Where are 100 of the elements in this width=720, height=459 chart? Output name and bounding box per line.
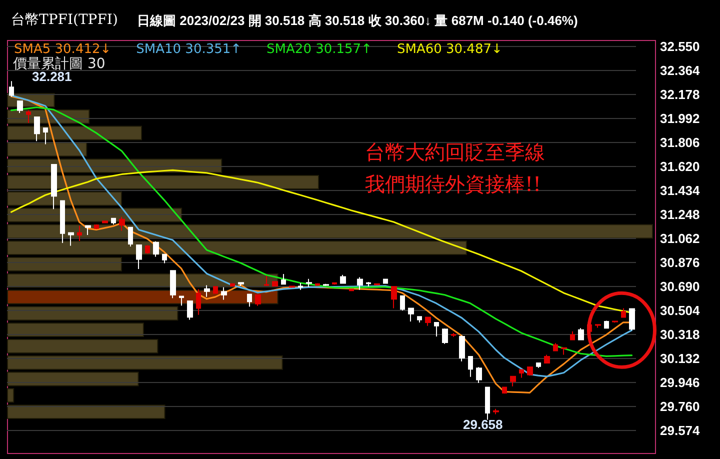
y-tick-label: 29.760 xyxy=(660,399,700,414)
candlestick xyxy=(196,288,201,316)
candlestick xyxy=(136,244,142,270)
candlestick xyxy=(476,366,482,384)
y-tick-label: 31.992 xyxy=(660,110,700,126)
candlestick xyxy=(102,220,108,224)
bar xyxy=(7,306,178,321)
candlestick xyxy=(374,283,380,286)
candlestick xyxy=(408,308,414,322)
bar xyxy=(7,224,653,239)
candlestick xyxy=(578,328,584,341)
candlestick xyxy=(119,216,125,232)
candlestick xyxy=(85,225,91,236)
candlestick xyxy=(255,294,261,306)
y-tick-label: 31.806 xyxy=(660,134,700,150)
y-tick-label: 31.062 xyxy=(660,231,700,246)
candlestick xyxy=(621,308,626,318)
y-tick-label: 31.434 xyxy=(660,182,701,198)
candlestick xyxy=(170,270,176,299)
chart-subtitle: 日線圖 2023/02/23 開 30.518 高 30.518 收 30.360↓ 量 687M -0.140 (-0.46%) xyxy=(137,13,578,28)
candlestick xyxy=(629,308,635,331)
candlestick xyxy=(502,386,507,394)
candlestick xyxy=(459,335,465,362)
bar xyxy=(7,256,122,272)
chart-title: 台幣TPFI(TPFI) xyxy=(11,12,118,28)
candlestick xyxy=(162,254,167,264)
candlestick xyxy=(383,278,388,284)
bar xyxy=(7,388,14,403)
candlestick xyxy=(77,225,82,242)
candlestick xyxy=(221,286,227,300)
candlestick xyxy=(425,316,431,326)
text: SMA10 30.351↑ xyxy=(136,42,242,57)
bar xyxy=(7,372,139,386)
candlestick xyxy=(26,110,31,124)
candlestick xyxy=(604,320,609,329)
y-tick-label: 31.620 xyxy=(660,158,700,174)
y-tick-label: 32.550 xyxy=(660,38,700,54)
candlestick xyxy=(128,226,133,247)
candlestick xyxy=(323,283,329,286)
candlestick xyxy=(527,366,533,376)
candlestick xyxy=(349,288,354,292)
candlestick xyxy=(68,232,74,246)
candlestick xyxy=(17,100,23,114)
y-tick-label: 30.876 xyxy=(660,255,700,270)
candlestick xyxy=(417,316,422,324)
bar xyxy=(7,322,144,338)
bar xyxy=(7,273,278,288)
candlestick xyxy=(357,276,363,290)
candlestick xyxy=(281,273,286,286)
candlestick xyxy=(94,224,99,230)
candlestick xyxy=(536,362,541,368)
candlestick xyxy=(366,281,371,288)
candlestick xyxy=(485,386,490,420)
bar xyxy=(7,174,320,190)
annotation: 32.281 xyxy=(32,69,72,84)
candlestick xyxy=(238,282,244,286)
annotation: 台幣大約回貶至季線 xyxy=(365,140,545,164)
candlestick xyxy=(451,332,456,338)
text: SMA20 30.157↑ xyxy=(266,42,372,57)
candlestick xyxy=(204,284,210,298)
candlestick xyxy=(332,282,337,286)
candlestick xyxy=(595,324,601,328)
bar xyxy=(7,240,467,256)
y-tick-label: 29.574 xyxy=(660,423,701,438)
candlestick xyxy=(111,218,116,226)
candlestick xyxy=(434,322,439,337)
candlestick xyxy=(264,275,269,286)
candlestick xyxy=(442,328,448,344)
candlestick xyxy=(247,293,252,308)
y-tick-label: 30.690 xyxy=(660,279,700,294)
candlestick xyxy=(391,286,397,309)
y-tick-label: 30.318 xyxy=(660,327,700,342)
bar xyxy=(7,338,158,354)
annotation: 29.658 xyxy=(463,417,503,432)
annotation: 我們期待外資接棒!! xyxy=(365,172,542,196)
candlestick xyxy=(230,282,235,288)
candlestick xyxy=(153,240,159,258)
candlestick xyxy=(298,282,303,290)
candlestick xyxy=(468,356,473,378)
candlestick xyxy=(306,278,312,288)
candlestick xyxy=(561,346,567,356)
candlestick xyxy=(510,376,516,387)
candlestick xyxy=(187,300,193,320)
y-tick-label: 32.178 xyxy=(660,86,700,102)
candlestick xyxy=(400,295,405,312)
candlestick xyxy=(179,296,184,306)
candlestick xyxy=(51,164,57,210)
chart-title: 價量累計圖 30 xyxy=(13,56,106,72)
candlestick xyxy=(553,342,558,352)
bar xyxy=(7,355,283,370)
candlestick xyxy=(60,200,65,244)
text: SMA60 30.487↓ xyxy=(396,42,502,57)
y-tick-label: 30.132 xyxy=(660,351,700,366)
candlestick xyxy=(570,330,575,341)
y-tick-label: 31.248 xyxy=(660,206,700,222)
candlestick xyxy=(612,320,618,324)
candlestick xyxy=(43,128,48,145)
candlestick xyxy=(315,282,320,286)
candlestick xyxy=(544,354,550,364)
bar xyxy=(7,404,166,420)
